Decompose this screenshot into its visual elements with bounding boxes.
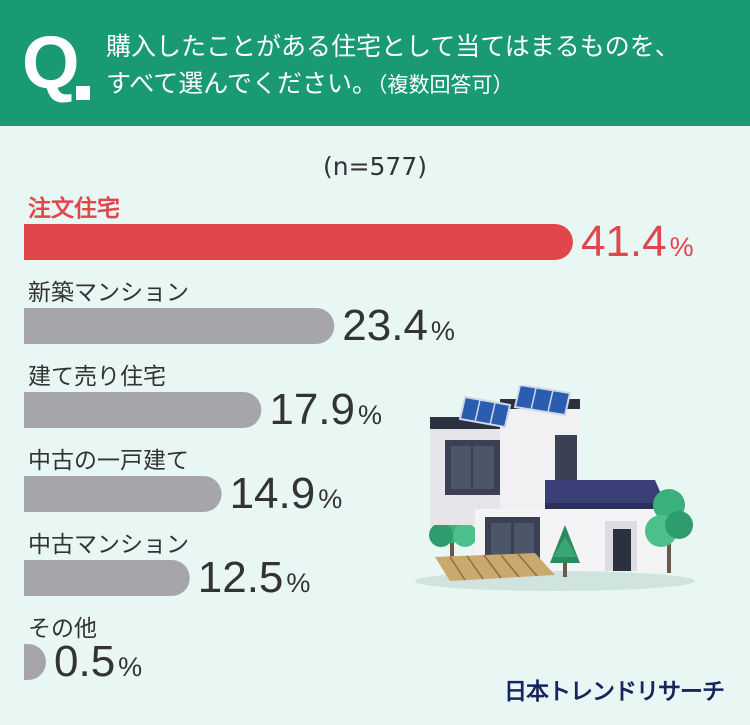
value-label: 12.5% [198,553,311,602]
value-label: 0.5% [54,637,142,686]
sample-size: (n=577) [322,152,428,181]
brand-logo: 日本トレンドリサーチ [504,679,725,705]
bar [24,560,190,596]
value-label: 23.4% [342,301,455,350]
question-note: （複数回答可） [377,73,514,97]
bar [24,476,222,512]
question-line2: すべて選んでください。（複数回答可） [106,65,680,104]
bar [24,308,335,344]
bar [24,224,573,260]
bar [24,392,262,428]
value-label: 14.9% [230,469,343,518]
category-label: 中古の一戸建て [28,448,189,474]
question-line2-main: すべて選んでください。 [106,69,378,98]
category-label: 中古マンション [28,532,189,558]
category-label: 注文住宅 [28,195,120,222]
bar [24,644,46,680]
question-header: Q 購入したことがある住宅として当てはまるものを、 すべて選んでください。（複数… [0,0,750,126]
question-text: 購入したことがある住宅として当てはまるものを、 すべて選んでください。（複数回答… [106,28,680,104]
category-label: その他 [28,616,97,642]
house-illustration [415,385,695,591]
question-line1: 購入したことがある住宅として当てはまるものを、 [106,32,680,61]
q-dot [76,86,90,100]
value-label: 17.9% [269,385,382,434]
value-label: 41.4% [581,217,694,266]
category-label: 建て売り住宅 [28,364,166,390]
category-label: 新築マンション [28,280,189,306]
q-mark: Q [22,21,80,104]
